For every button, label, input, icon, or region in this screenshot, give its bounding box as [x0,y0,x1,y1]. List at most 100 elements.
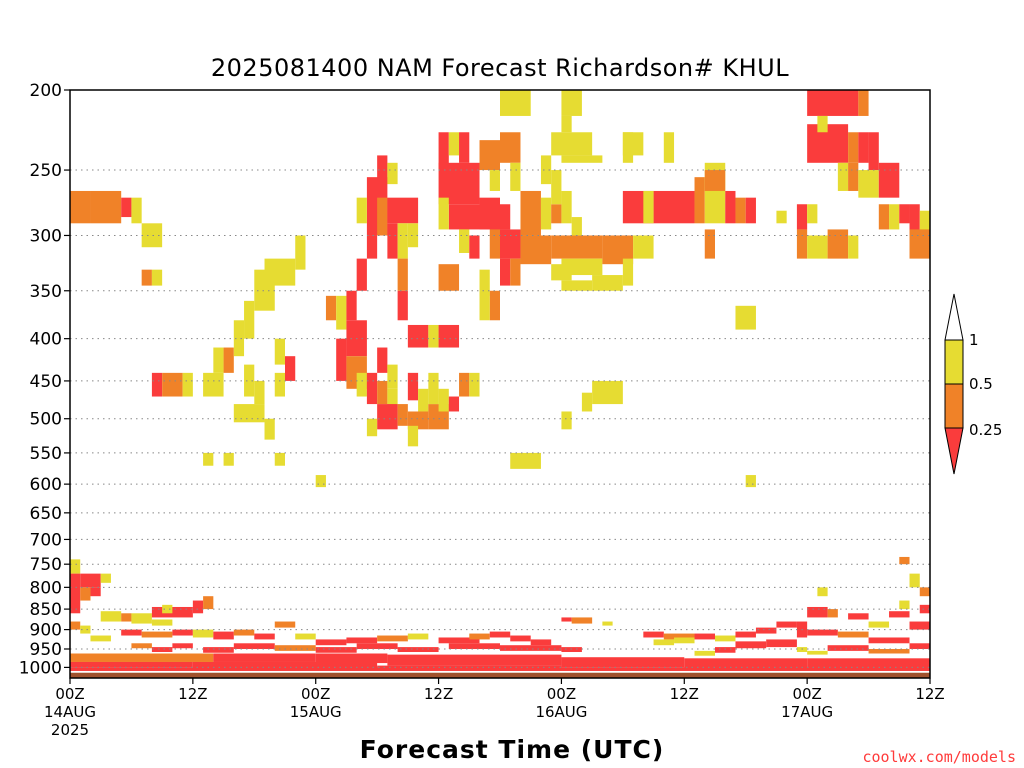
ri-cell [489,631,511,638]
ri-cell [377,665,562,670]
ri-cell [878,204,890,230]
ri-cell [315,475,326,488]
ri-cell [663,132,675,163]
x-tick-label: 2025 [51,721,89,739]
ri-cell [561,617,572,622]
ri-cell [807,658,930,670]
x-tick-label: 14AUG [44,703,96,721]
ri-cell [131,613,152,624]
ri-cell [807,235,828,259]
ri-cell [366,418,378,437]
ri-cell [796,647,808,653]
ri-cell [489,229,500,259]
ri-cell [151,619,173,626]
y-tick-label: 1000 [19,658,62,678]
ri-cell [909,573,920,588]
ri-cell [264,418,275,440]
ri-cell [70,621,81,630]
ri-cell [694,177,705,224]
ri-cell [233,643,275,649]
ri-cell [848,613,869,620]
ri-cell [735,197,746,224]
ri-cell [377,197,388,236]
y-tick-label: 700 [30,530,62,550]
y-tick-label: 350 [30,282,62,302]
ri-cell [735,641,767,649]
ri-cell [643,631,664,638]
ri-cell [510,162,521,191]
ri-cell [162,372,183,397]
ri-cell [274,452,285,466]
ri-cell [909,229,930,259]
x-tick-label: 00Z [547,685,576,703]
ri-cell [141,269,152,286]
ri-cell [663,633,695,640]
ri-cell [182,372,193,397]
ri-cell [70,559,81,574]
ri-cell [223,347,234,373]
ri-cell [469,372,480,397]
ri-cell [520,235,552,265]
ri-cell [387,654,562,666]
ri-cell [745,475,756,488]
ri-cell [203,372,224,397]
pressure-gridlines [70,169,930,668]
ri-cell [540,197,552,230]
ri-cell [438,324,460,348]
ri-cell [121,629,142,636]
ri-cell [254,633,275,640]
ri-cell [919,587,930,597]
ri-cell [346,637,378,644]
y-tick-label: 900 [30,621,62,641]
y-tick-label: 550 [30,444,62,464]
y-tick-label: 250 [30,161,62,181]
ri-cell [571,217,582,236]
ri-cell [356,372,367,397]
credit-link[interactable]: coolwx.com/models [862,748,1016,766]
ri-cell [131,643,152,649]
ri-cell [213,653,316,662]
ri-cell [551,264,572,281]
ri-cell [796,204,808,230]
ri-cell [561,115,572,133]
y-tick-label: 450 [30,372,62,392]
ri-cell [500,132,521,163]
ri-cell [121,613,132,622]
ri-cell [438,264,460,291]
ri-cell [837,631,869,638]
y-tick-label: 950 [30,640,62,660]
ri-cell [807,90,859,116]
ri-cell [469,633,490,640]
ri-cell [438,197,449,230]
ri-cell [909,643,930,649]
ri-cell [121,197,132,218]
ri-cell [868,621,890,628]
ri-cell [80,587,91,601]
ri-cell [274,372,285,397]
y-tick-label: 650 [30,504,62,524]
ri-cell [561,90,582,116]
ri-cell [70,653,214,662]
x-tick-label: 16AUG [535,703,587,721]
ri-cell [233,404,265,423]
ri-cell [561,190,572,224]
legend-top-triangle [944,293,964,341]
ri-cell [592,380,623,405]
ri-cell [366,372,378,405]
ri-cell [807,204,818,224]
ri-cell [479,290,490,321]
ri-cell [438,637,480,644]
ri-cell [479,269,490,296]
ri-cell [909,621,930,630]
ri-cell [889,611,910,618]
ri-cell [377,404,398,430]
chart-title: 2025081400 NAM Forecast Richardson# KHUL [211,54,789,82]
ri-cell [213,347,224,373]
legend-bottom-triangle [944,427,964,475]
ri-cell [776,210,787,224]
ri-cell [520,190,541,236]
ri-cell [551,204,562,224]
ri-cell [848,162,859,191]
ri-cell [899,204,910,224]
